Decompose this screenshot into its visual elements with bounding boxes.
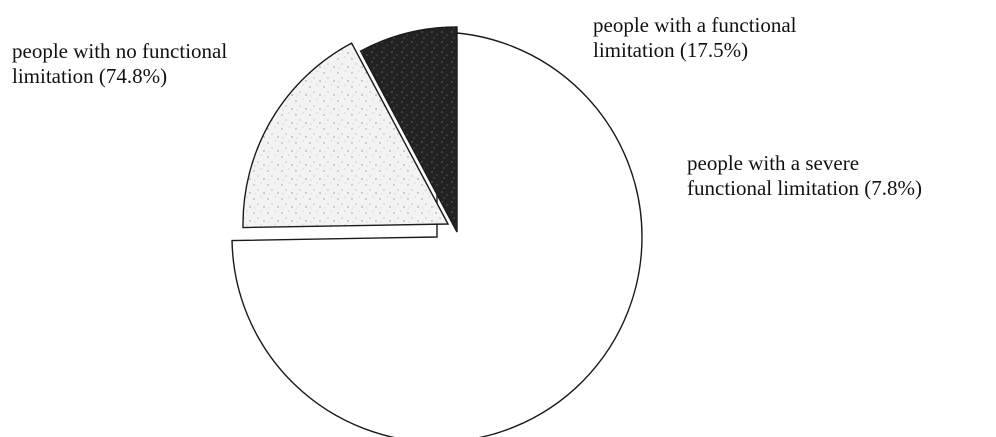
- pie-slice-severe-limitation: [359, 26, 458, 233]
- slice-label-line: limitation (74.8%): [12, 64, 168, 88]
- slice-label-line: limitation (17.5%): [593, 38, 749, 62]
- slice-label-line: people with a severe: [687, 151, 860, 175]
- slice-label-severe-limitation: people with a severe functional limitati…: [687, 151, 922, 201]
- slice-label-line: people with no functional: [12, 39, 228, 63]
- slice-label-no-limitation: people with no functional limitation (74…: [12, 39, 227, 89]
- slice-label-line: people with a functional: [593, 13, 797, 37]
- pie-slice-no-limitation: [231, 31, 643, 437]
- pie-slice-functional-limitation: [242, 42, 450, 229]
- slice-label-functional-limitation: people with a functional limitation (17.…: [593, 13, 797, 63]
- slice-label-line: functional limitation (7.8%): [687, 176, 923, 200]
